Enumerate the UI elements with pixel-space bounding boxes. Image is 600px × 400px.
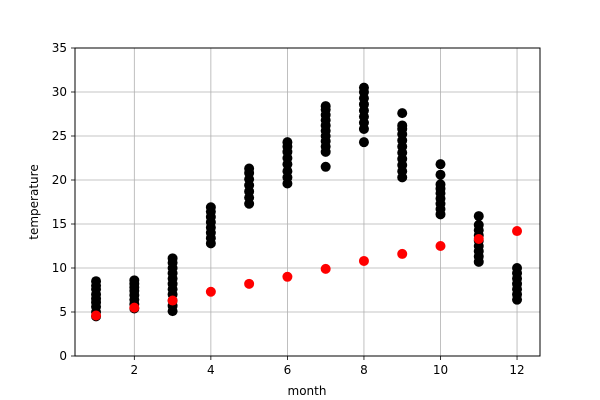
data-point [244, 163, 255, 174]
data-point [397, 120, 408, 131]
data-point [358, 137, 369, 148]
data-points [91, 82, 523, 322]
red-data-point [244, 278, 255, 289]
data-point [435, 179, 446, 190]
data-point [205, 202, 216, 213]
red-data-point [91, 310, 102, 321]
red-data-point [435, 241, 446, 251]
red-data-point [320, 263, 331, 274]
data-point [282, 137, 293, 148]
y-tick-label: 5 [59, 305, 67, 319]
y-tick-label: 35 [52, 41, 67, 55]
axis-ticks: 2 4 6 8 10 12 0 5 10 15 20 25 30 35 [52, 41, 525, 377]
data-point [129, 275, 140, 286]
red-data-point [512, 226, 523, 237]
red-data-point [282, 271, 293, 282]
red-data-point [205, 286, 216, 297]
data-point [358, 82, 369, 93]
data-point [435, 169, 446, 180]
x-axis-label: month [288, 384, 327, 398]
y-tick-label: 20 [52, 173, 67, 187]
y-tick-label: 25 [52, 129, 67, 143]
data-point [512, 263, 523, 273]
y-tick-label: 0 [59, 349, 67, 363]
data-point [320, 101, 331, 112]
x-tick-label: 2 [131, 363, 139, 377]
red-data-point [358, 255, 369, 266]
data-point [320, 161, 331, 172]
plot-frame [74, 47, 541, 357]
data-point [91, 276, 102, 287]
data-point [167, 253, 178, 264]
data-point [473, 211, 484, 222]
x-tick-label: 6 [284, 363, 292, 377]
red-data-point [167, 295, 178, 306]
y-tick-label: 15 [52, 217, 67, 231]
x-tick-label: 10 [433, 363, 448, 377]
grid [75, 47, 540, 357]
y-tick-label: 10 [52, 261, 67, 275]
x-tick-label: 12 [509, 363, 524, 377]
y-axis-label: temperature [27, 164, 41, 239]
data-point [435, 159, 446, 170]
red-data-point [397, 248, 408, 259]
red-data-point [473, 233, 484, 244]
data-point [473, 219, 484, 230]
data-point [397, 108, 408, 119]
x-tick-label: 4 [207, 363, 215, 377]
red-data-point [129, 302, 140, 313]
x-tick-label: 8 [360, 363, 368, 377]
data-point [282, 166, 293, 177]
y-tick-label: 30 [52, 85, 67, 99]
